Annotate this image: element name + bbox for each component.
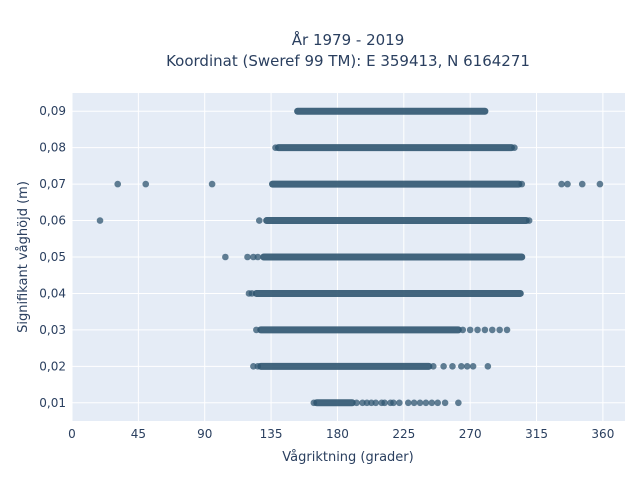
chart-title-line-2: Koordinat (Sweref 99 TM): E 359413, N 61… (166, 52, 530, 70)
data-point (496, 326, 503, 334)
data-point (255, 217, 263, 224)
data-point (422, 399, 430, 407)
dense-point-band (263, 217, 530, 225)
data-point (381, 399, 388, 407)
data-point (310, 399, 318, 407)
data-point (272, 144, 279, 151)
x-axis-title: Vågriktning (grader) (282, 450, 413, 465)
data-point (518, 180, 526, 188)
data-point (455, 399, 462, 407)
y-tick-label: 0,05 (39, 250, 66, 264)
data-point (434, 399, 442, 407)
y-tick-label: 0,08 (39, 141, 66, 155)
data-point (503, 326, 511, 334)
dense-point-band (269, 180, 523, 188)
data-point (458, 363, 465, 370)
dense-point-band (260, 253, 526, 261)
data-point (253, 326, 260, 334)
data-point (142, 180, 150, 188)
data-point (578, 180, 586, 188)
dense-point-band (294, 107, 489, 115)
data-point (459, 326, 467, 334)
data-point (410, 399, 418, 407)
data-point (96, 217, 104, 224)
data-point (254, 253, 262, 261)
data-point (429, 363, 437, 370)
y-tick-label: 0,04 (39, 286, 66, 300)
x-tick-label: 0 (68, 427, 76, 441)
data-point (372, 399, 380, 407)
data-point (248, 290, 256, 297)
data-point (449, 363, 456, 370)
x-tick-label: 45 (131, 427, 146, 441)
x-tick-label: 360 (591, 427, 614, 441)
x-tick-label: 90 (197, 427, 212, 441)
data-point (558, 180, 565, 188)
x-axis-ticks: 0 45 90 135 180 225 270 315 360 (68, 427, 614, 441)
x-tick-label: 270 (459, 427, 482, 441)
data-point (353, 399, 360, 407)
data-point (564, 180, 571, 188)
data-point (481, 326, 489, 334)
x-tick-label: 315 (525, 427, 548, 441)
data-point (244, 253, 251, 261)
data-point (488, 326, 496, 334)
y-axis-title: Signifikant våghöjd (m) (16, 181, 31, 333)
data-points (96, 107, 604, 407)
x-tick-label: 225 (392, 427, 415, 441)
dense-point-band (274, 144, 515, 152)
y-tick-label: 0,03 (39, 323, 66, 337)
x-tick-label: 180 (326, 427, 349, 441)
data-point (441, 399, 449, 407)
data-point (463, 363, 471, 370)
dense-point-band (313, 399, 356, 407)
data-point (222, 253, 229, 261)
data-point (484, 363, 492, 370)
x-tick-label: 135 (260, 427, 283, 441)
data-point (404, 399, 412, 407)
y-tick-label: 0,09 (39, 104, 66, 118)
data-point (416, 399, 424, 407)
data-point (511, 144, 518, 151)
data-point (428, 399, 436, 407)
data-point (474, 326, 481, 334)
dense-point-band (252, 289, 524, 297)
data-point (466, 326, 474, 334)
data-point (254, 363, 262, 370)
data-point (440, 363, 447, 370)
data-point (596, 180, 604, 188)
y-tick-label: 0,01 (39, 396, 66, 410)
data-point (525, 217, 533, 224)
data-point (390, 399, 397, 407)
dense-point-band (257, 326, 462, 334)
data-point (396, 399, 403, 407)
chart-title-line-1: År 1979 - 2019 (292, 30, 405, 49)
data-point (114, 180, 122, 188)
data-point (208, 180, 216, 188)
y-tick-label: 0,07 (39, 177, 66, 191)
y-tick-label: 0,02 (39, 359, 66, 373)
y-axis-ticks: 0,01 0,02 0,03 0,04 0,05 0,06 0,07 0,08 0,09 (39, 104, 66, 410)
y-tick-label: 0,06 (39, 214, 66, 228)
data-point (469, 363, 477, 370)
dense-point-band (257, 362, 433, 370)
